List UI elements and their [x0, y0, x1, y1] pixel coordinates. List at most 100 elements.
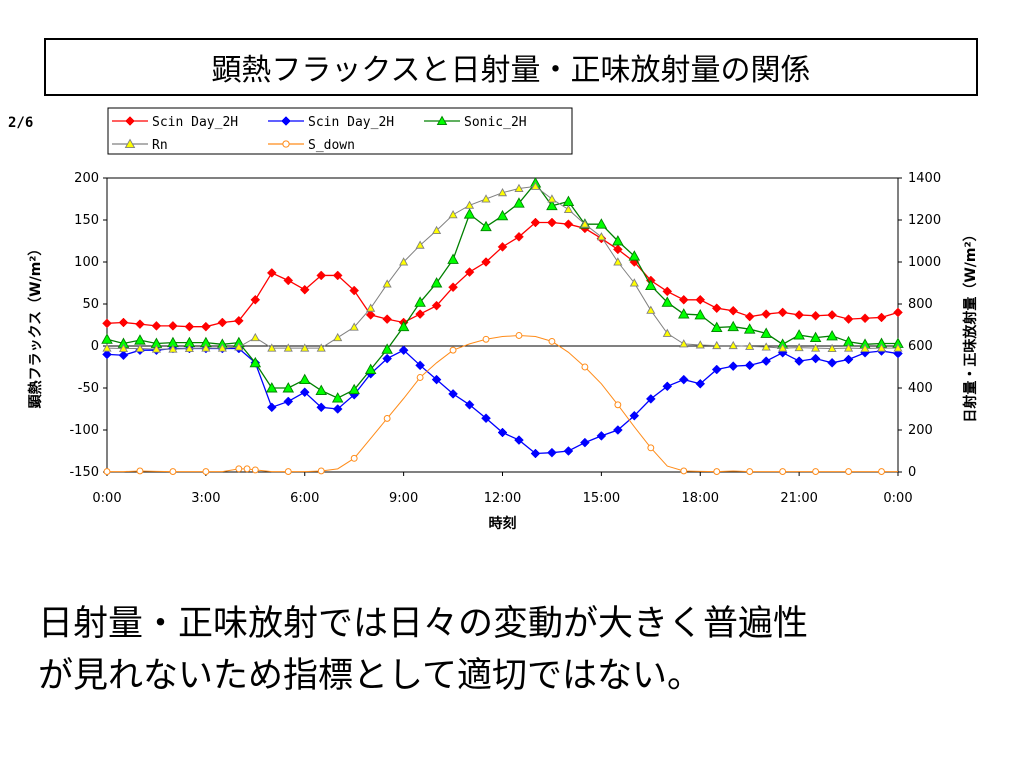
- series-4-point: [283, 343, 293, 352]
- series-4-point: [333, 332, 343, 342]
- series-1-point: [448, 282, 458, 293]
- series-1-point: [613, 244, 623, 255]
- caption-line-1: 日射量・正味放射では日々の変動が大きく普遍性: [38, 604, 809, 644]
- series-4-point: [300, 343, 310, 352]
- left-tick-label: 0: [91, 339, 99, 354]
- series-4-point: [728, 340, 738, 350]
- series-2-point: [448, 389, 458, 399]
- series-5-point: [416, 374, 424, 381]
- series-4-point: [613, 257, 623, 266]
- series-2-point: [744, 360, 755, 371]
- series-4-point: [184, 343, 194, 353]
- series-3-point: [348, 383, 360, 395]
- right-tick-label: 600: [908, 339, 933, 354]
- series-3-point: [496, 209, 509, 221]
- legend-marker: [124, 138, 136, 149]
- x-tick-label: 12:00: [484, 491, 521, 506]
- axes: 200 150 100 50 0 -50 -100 -150 1400 1200 1000 800 60…: [27, 171, 979, 532]
- series-2-point: [283, 396, 294, 407]
- series-5-point: [515, 332, 523, 339]
- right-tick-label: 1200: [908, 213, 941, 228]
- series-4-point: [761, 342, 771, 351]
- series-1-point: [201, 321, 211, 332]
- series-2-point: [629, 410, 640, 421]
- series-2-point: [563, 446, 574, 456]
- series-3-point: [480, 220, 492, 232]
- series-2-point: [810, 353, 821, 364]
- series-1-point: [118, 317, 129, 328]
- series-1-point: [563, 219, 574, 230]
- series-4-point: [695, 340, 705, 349]
- series-5-point: [383, 415, 391, 422]
- series-1-point: [151, 320, 162, 331]
- series-5-point: [136, 467, 144, 475]
- series-1-point: [761, 309, 772, 319]
- series-2-point: [596, 431, 607, 441]
- series-3-point: [710, 321, 723, 332]
- series-4-point: [481, 194, 491, 203]
- series-1-point: [316, 270, 327, 281]
- series-1-point: [695, 294, 706, 305]
- series-1-point: [349, 285, 360, 296]
- series-2-point: [613, 425, 623, 435]
- right-tick-label: 1000: [908, 255, 941, 270]
- series-1-point: [102, 318, 112, 329]
- x-tick-label: 15:00: [583, 491, 620, 506]
- series-3-point: [397, 320, 410, 332]
- right-tick-label: 0: [908, 465, 916, 480]
- series-3-point: [266, 382, 278, 393]
- series-4-point: [366, 303, 376, 312]
- series-1-point: [497, 242, 508, 252]
- series-1-point: [794, 310, 804, 320]
- series-5-point: [647, 444, 655, 452]
- left-tick-label: 200: [74, 171, 99, 186]
- series-1-point: [365, 310, 376, 320]
- series-4-point: [811, 343, 821, 352]
- series-4-point: [514, 183, 524, 192]
- series-1-point: [777, 307, 788, 318]
- series-3-point: [612, 235, 624, 246]
- series-5-point: [284, 468, 292, 476]
- series-3-point: [513, 197, 525, 208]
- series-4-point: [118, 343, 129, 353]
- x-tick-label: 0:00: [883, 491, 912, 506]
- x-tick-label: 21:00: [780, 491, 817, 506]
- right-axis-label: 日射量・正味放射量（W/m²）: [962, 227, 979, 422]
- series-2-point: [645, 394, 656, 404]
- left-tick-label: 150: [74, 213, 99, 228]
- series-1-point: [662, 286, 673, 297]
- series-1-point: [382, 314, 392, 324]
- series-4-point: [646, 305, 656, 314]
- series-2-point: [382, 353, 392, 364]
- x-axis-label: 時刻: [489, 515, 517, 532]
- legend-label: Scin Day_2H: [308, 115, 394, 130]
- series-2-point: [711, 364, 722, 375]
- series-1-point: [860, 313, 870, 324]
- page-number: 2/6: [8, 115, 34, 131]
- series-1-point: [135, 319, 145, 330]
- series-2-point: [530, 448, 541, 459]
- series-4-point: [794, 342, 804, 352]
- series-1-point: [464, 267, 475, 277]
- series-4-point: [432, 225, 442, 234]
- legend-label: Scin Day_2H: [152, 115, 238, 130]
- series-1-point: [481, 257, 491, 267]
- series-1-point: [217, 317, 228, 328]
- series-1-point: [678, 294, 689, 305]
- series-3-point: [546, 199, 558, 211]
- series-4-point: [267, 343, 277, 352]
- series-5-point: [251, 466, 259, 474]
- series-4-point: [399, 257, 409, 266]
- series-3-point: [101, 333, 113, 344]
- series-4-point: [712, 340, 722, 350]
- series-2-point: [514, 435, 524, 445]
- series-3-point: [760, 327, 772, 338]
- series-2-point: [398, 345, 409, 356]
- series-1-point: [547, 217, 557, 228]
- series-4: [102, 181, 903, 353]
- series-4-point: [151, 344, 162, 353]
- series-4-point: [580, 219, 590, 228]
- series-1-point: [893, 307, 903, 318]
- series-3-point: [694, 308, 707, 320]
- series-5-point: [812, 468, 820, 476]
